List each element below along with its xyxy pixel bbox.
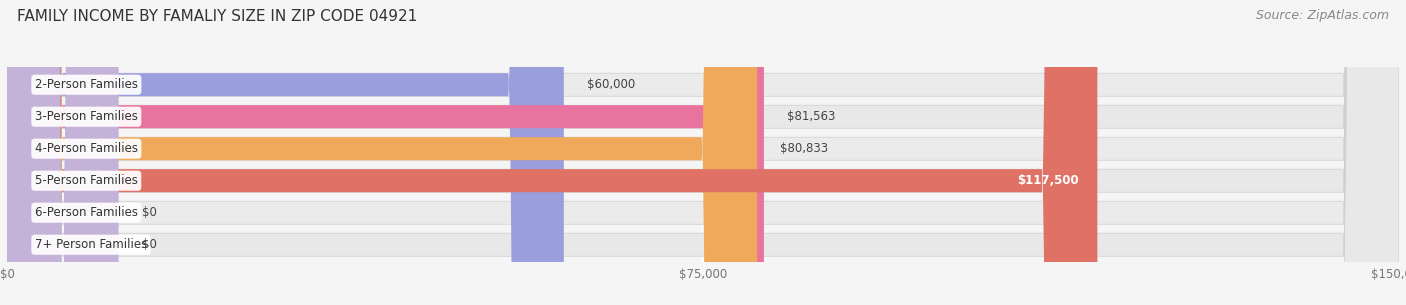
Text: FAMILY INCOME BY FAMALIY SIZE IN ZIP CODE 04921: FAMILY INCOME BY FAMALIY SIZE IN ZIP COD… xyxy=(17,9,418,24)
Text: $0: $0 xyxy=(142,206,156,219)
FancyBboxPatch shape xyxy=(7,0,763,305)
FancyBboxPatch shape xyxy=(7,0,1399,305)
FancyBboxPatch shape xyxy=(7,0,118,305)
Text: 7+ Person Families: 7+ Person Families xyxy=(35,238,148,251)
FancyBboxPatch shape xyxy=(7,0,1399,305)
Text: 6-Person Families: 6-Person Families xyxy=(35,206,138,219)
Text: $117,500: $117,500 xyxy=(1017,174,1078,187)
FancyBboxPatch shape xyxy=(7,0,756,305)
Text: $60,000: $60,000 xyxy=(588,78,636,91)
Text: $81,563: $81,563 xyxy=(787,110,835,123)
FancyBboxPatch shape xyxy=(7,0,118,305)
FancyBboxPatch shape xyxy=(7,0,1399,305)
FancyBboxPatch shape xyxy=(7,0,564,305)
Text: 5-Person Families: 5-Person Families xyxy=(35,174,138,187)
FancyBboxPatch shape xyxy=(7,0,1098,305)
FancyBboxPatch shape xyxy=(7,0,1399,305)
Text: $80,833: $80,833 xyxy=(780,142,828,155)
Text: 4-Person Families: 4-Person Families xyxy=(35,142,138,155)
Text: Source: ZipAtlas.com: Source: ZipAtlas.com xyxy=(1256,9,1389,22)
Text: 2-Person Families: 2-Person Families xyxy=(35,78,138,91)
FancyBboxPatch shape xyxy=(7,0,1399,305)
Text: 3-Person Families: 3-Person Families xyxy=(35,110,138,123)
Text: $0: $0 xyxy=(142,238,156,251)
FancyBboxPatch shape xyxy=(7,0,1399,305)
